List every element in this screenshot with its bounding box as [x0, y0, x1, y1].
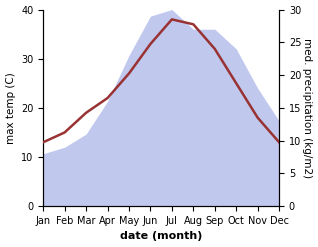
Y-axis label: max temp (C): max temp (C): [5, 72, 16, 144]
X-axis label: date (month): date (month): [120, 231, 202, 242]
Y-axis label: med. precipitation (kg/m2): med. precipitation (kg/m2): [302, 38, 313, 178]
